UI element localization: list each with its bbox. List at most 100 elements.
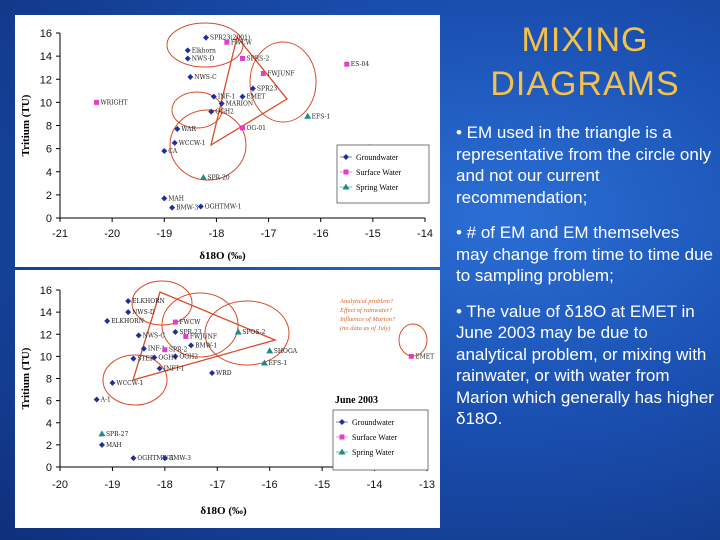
mixing-triangle (132, 291, 277, 381)
data-point-label: OGH2 (215, 109, 234, 116)
annotation-text: Effect of rainwater? (339, 307, 393, 314)
x-tick-label: -13 (419, 479, 435, 491)
y-axis-label: Tritium (TU) (20, 94, 32, 156)
data-point-spring-water (266, 347, 274, 354)
data-point-label: SPR-20 (207, 175, 230, 182)
annotation-text: Analytical problem? (339, 298, 394, 305)
y-tick-label: 8 (46, 374, 52, 386)
x-axis-label: δ18O (‰) (199, 250, 246, 262)
legend-entry: Groundwater (352, 418, 395, 427)
data-point-surface-water (260, 70, 266, 76)
data-point-label: BMW-3 (176, 205, 198, 212)
x-tick-label: -21 (52, 228, 68, 240)
y-tick-label: 0 (46, 213, 52, 225)
data-point-label: MARION (226, 101, 254, 108)
y-tick-label: 6 (46, 144, 52, 156)
data-point-surface-water (344, 61, 350, 67)
x-tick-label: -15 (314, 479, 330, 491)
legend-entry: Groundwater (356, 153, 399, 162)
data-point-label: NWS-C (143, 332, 166, 339)
slide-title: MIXING DIAGRAMS (455, 18, 715, 106)
data-point-label: WRD (216, 370, 232, 377)
data-point-groundwater (109, 379, 116, 386)
data-point-label: OGHTMW-1 (205, 203, 242, 210)
emet-circle (398, 323, 428, 357)
data-point-groundwater (130, 355, 137, 362)
y-tick-label: 4 (46, 418, 52, 430)
legend-marker-groundwater (339, 419, 345, 425)
legend-entry: Surface Water (352, 433, 398, 442)
x-tick-label: -16 (313, 228, 329, 240)
data-point-label: OGH4 (158, 354, 177, 361)
data-point-label: ELKHORN (132, 298, 165, 305)
data-point-groundwater (239, 93, 246, 100)
y-tick-label: 16 (40, 28, 52, 40)
data-point-label: STEP (137, 356, 154, 363)
data-point-surface-water (240, 125, 245, 131)
y-axis-label: Tritium (TU) (20, 347, 32, 409)
y-tick-label: 14 (40, 307, 52, 319)
data-point-label: SHOGA (274, 348, 298, 355)
data-point-groundwater (93, 396, 100, 403)
data-point-spring-water (260, 359, 268, 366)
legend-entry: Spring Water (356, 183, 398, 192)
slide-title-line-2: DIAGRAMS (490, 65, 680, 103)
y-tick-label: 2 (46, 190, 52, 202)
data-point-spring-water (199, 174, 207, 181)
data-point-label: ELKHORN (111, 318, 144, 325)
y-tick-label: 4 (46, 167, 52, 179)
y-tick-label: 2 (46, 440, 52, 452)
data-point-label: SPOS-2 (242, 329, 265, 336)
data-point-groundwater (156, 365, 163, 372)
y-tick-label: 12 (40, 329, 52, 341)
data-point-groundwater (125, 298, 132, 305)
data-point-groundwater (151, 354, 158, 361)
data-point-label: OG-01 (247, 125, 267, 132)
data-point-label: BMW-3 (169, 455, 191, 462)
x-tick-label: -16 (262, 479, 278, 491)
data-point-label: A-1 (100, 397, 111, 404)
data-point-surface-water (240, 55, 245, 61)
y-tick-label: 10 (40, 351, 52, 363)
x-tick-label: -17 (209, 479, 225, 491)
y-tick-label: 16 (40, 285, 52, 297)
data-point-groundwater (161, 195, 168, 202)
data-point-label: CA (168, 148, 178, 155)
scatter-chart-june: -20 -19 -18 -17 -16 -15 -14 -13 0 2 4 6 8 10 12 14 16 Tri… (20, 280, 435, 517)
y-tick-label: 0 (46, 462, 52, 474)
x-tick-label: -19 (104, 479, 120, 491)
data-point-label: FWCW (231, 39, 253, 46)
endmember-circle (171, 91, 223, 129)
data-point-label: NWS-D (192, 55, 215, 62)
data-point-spring-water (304, 112, 312, 119)
data-point-label: SPR-27 (106, 431, 129, 438)
annotation-text: (no data as of July) (340, 325, 391, 332)
panel-date-label: June 2003 (335, 395, 378, 406)
data-point-label: OGH2 (179, 353, 198, 360)
data-point-groundwater (203, 34, 209, 41)
data-point-groundwater (161, 455, 168, 462)
data-point-surface-water (224, 39, 230, 45)
data-point-label: OGHTMW-1 (137, 455, 174, 462)
legend-marker-spring-water (342, 183, 350, 190)
y-tick-label: 10 (40, 97, 52, 109)
data-point-label: WCCW-1 (116, 380, 143, 387)
data-point-label: INF-1 (218, 94, 235, 101)
legend-entry: Surface Water (356, 168, 402, 177)
data-point-groundwater (104, 317, 111, 324)
data-point-label: FWJUNF (190, 333, 217, 340)
data-point-label: WAR (181, 126, 196, 133)
data-point-label: NWS-D (132, 309, 155, 316)
annotation-text: Influence of Marion? (339, 316, 396, 323)
x-tick-label: -17 (261, 228, 277, 240)
y-tick-label: 6 (46, 396, 52, 408)
data-point-groundwater (188, 342, 195, 349)
legend-entry: Spring Water (352, 448, 394, 457)
data-point-label: MAH (168, 195, 184, 202)
chart-panel-june: -20 -19 -18 -17 -16 -15 -14 -13 0 2 4 6 8 10 12 14 16 Tri… (15, 270, 440, 528)
data-point-groundwater (140, 345, 147, 352)
data-point-groundwater (169, 204, 176, 211)
data-point-groundwater (218, 100, 225, 107)
data-point-groundwater (125, 309, 132, 316)
data-point-label: INF-1 (148, 346, 165, 353)
